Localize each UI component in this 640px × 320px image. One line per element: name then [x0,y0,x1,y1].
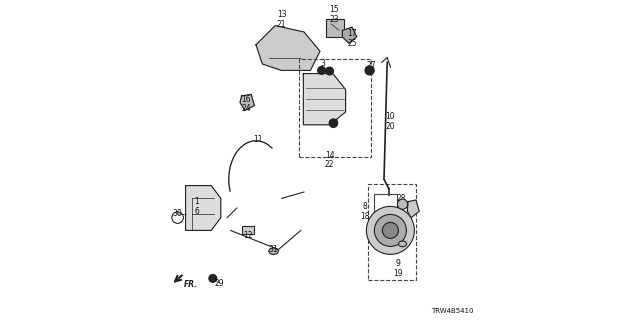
Polygon shape [303,74,346,125]
Circle shape [374,214,406,246]
Bar [374,194,397,214]
Text: 8
18: 8 18 [360,202,369,220]
Text: 10
20: 10 20 [385,112,396,131]
Text: 29: 29 [214,279,224,288]
Text: 13
21: 13 21 [276,10,287,28]
Text: 26: 26 [398,237,408,246]
Circle shape [209,275,216,282]
Text: 28: 28 [397,194,406,203]
Polygon shape [408,200,419,218]
Circle shape [383,222,398,238]
Text: 32: 32 [330,117,339,126]
Text: 27: 27 [366,61,376,70]
Polygon shape [342,27,357,43]
Circle shape [397,199,408,209]
Circle shape [318,67,326,74]
Text: FR.: FR. [184,280,198,289]
Text: TRW4B5410: TRW4B5410 [431,308,474,314]
Bar [368,184,416,280]
Text: 30: 30 [173,209,182,218]
Polygon shape [256,26,320,70]
Circle shape [329,119,338,127]
Text: 12: 12 [243,231,253,240]
Bar [326,19,344,37]
Circle shape [366,206,415,254]
Bar [300,59,371,157]
Ellipse shape [269,248,278,254]
Text: 14
22: 14 22 [324,151,335,169]
Bar [242,226,254,234]
Text: 2: 2 [410,202,415,211]
Polygon shape [186,186,221,230]
Text: 16
24: 16 24 [241,95,252,113]
Text: 1
6: 1 6 [195,197,199,216]
Text: 15
23: 15 23 [330,5,339,24]
Polygon shape [240,94,254,110]
Text: 5: 5 [310,88,314,97]
Text: 17
25: 17 25 [347,29,357,48]
Circle shape [365,66,374,75]
Text: 9
19: 9 19 [394,260,403,278]
Text: 3
7: 3 7 [321,60,326,78]
Ellipse shape [399,241,406,247]
Text: 11: 11 [253,135,262,144]
Text: 31: 31 [269,245,278,254]
Text: 4: 4 [307,74,312,83]
Circle shape [326,67,333,75]
